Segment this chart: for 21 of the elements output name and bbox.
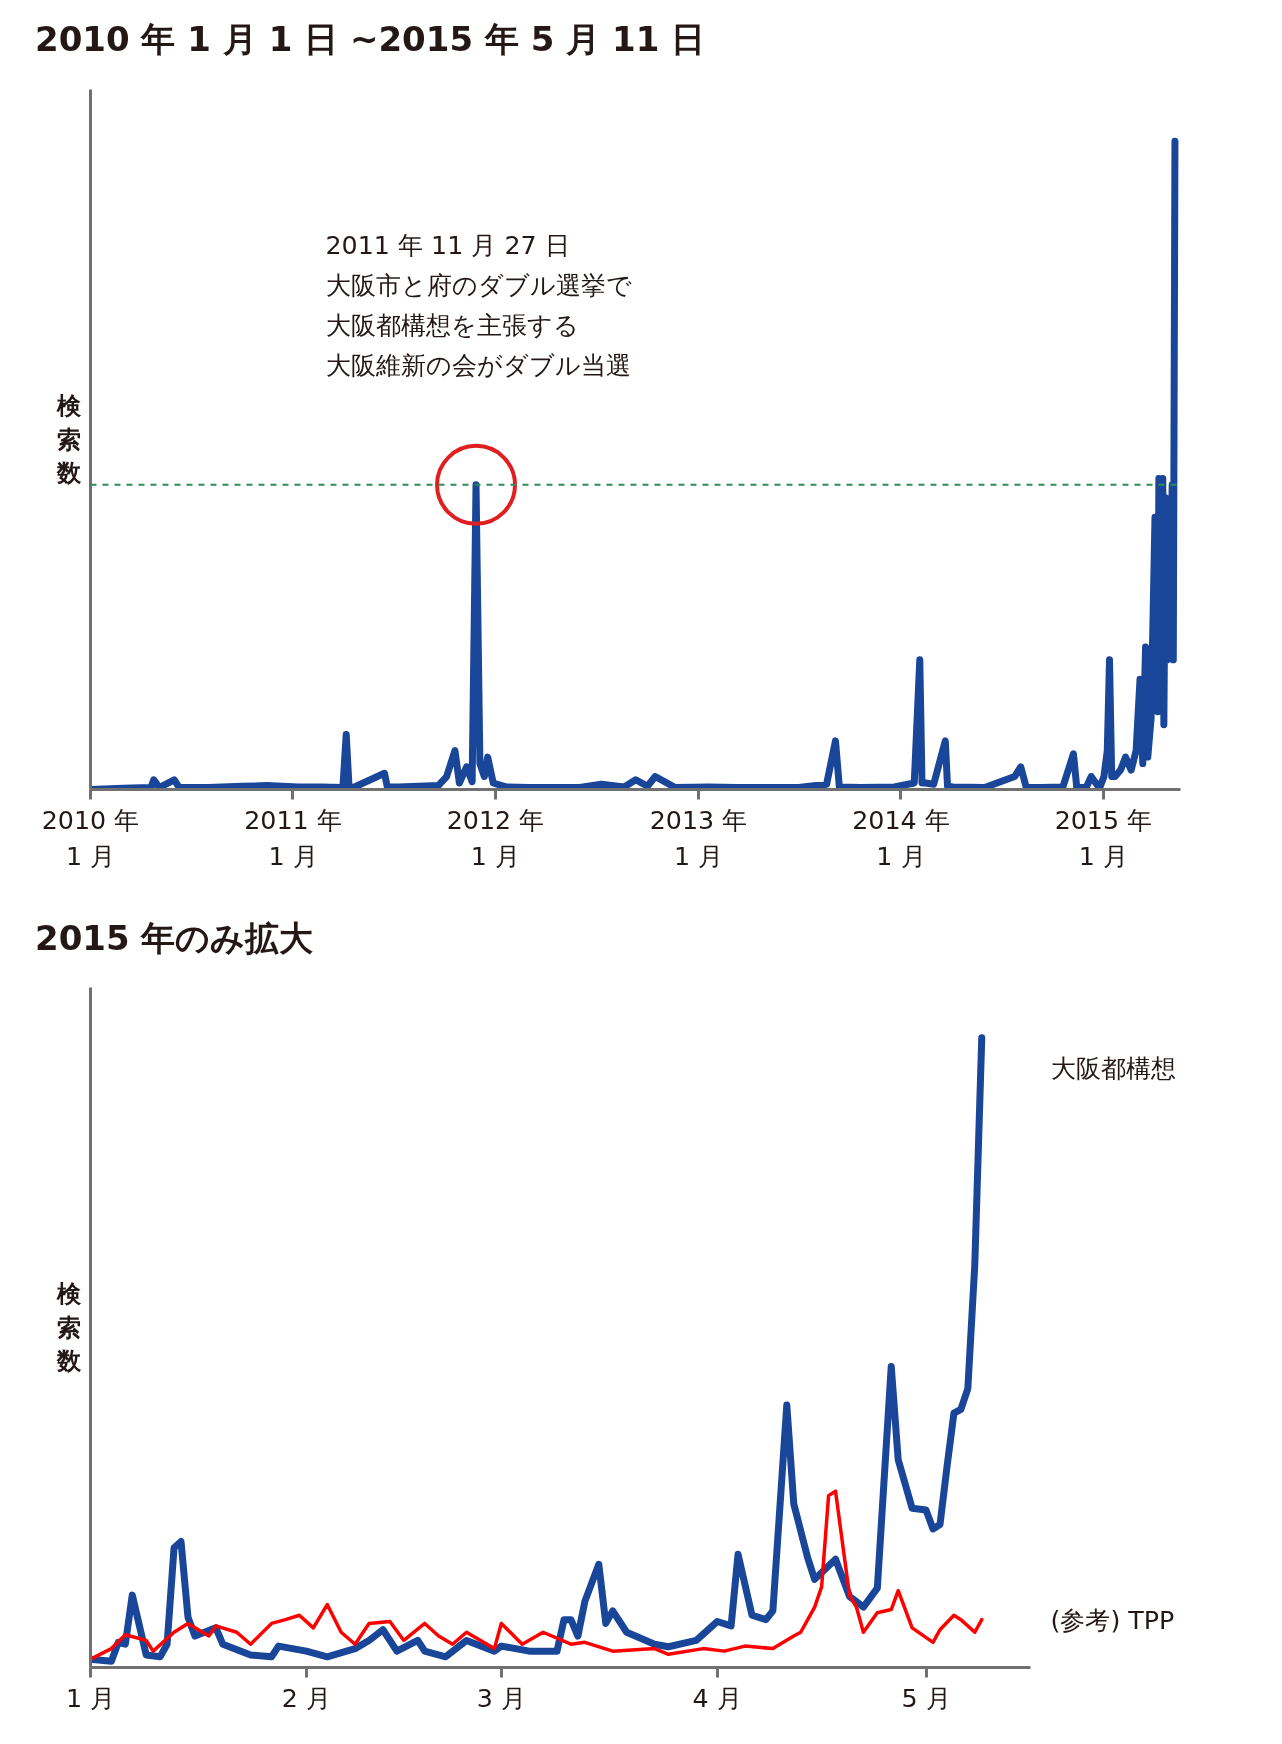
x-tick-label: 5 月	[901, 1682, 951, 1713]
annotation: 大阪都構想を主張する	[325, 309, 579, 340]
x-tick-label: 4 月	[692, 1682, 742, 1713]
text: 大阪都構想	[1050, 1053, 1176, 1083]
x-tick-label: 2010 年 1 月	[41, 804, 140, 871]
x-tick-label: 2012 年 1 月	[446, 804, 545, 871]
y-axis-title: 検索数	[55, 391, 82, 487]
annotation: 大阪維新の会がダブル当選	[325, 349, 631, 380]
x-tick-label: 2 月	[281, 1682, 331, 1713]
annotation: 2011 年 11 月 27 日	[325, 229, 570, 260]
chart-title: 2010 年 1 月 1 日 ~2015 年 5 月 11 日	[35, 18, 706, 61]
x-tick-label: 2015 年 1 月	[1054, 804, 1153, 871]
x-tick-label: 3 月	[476, 1682, 526, 1713]
x-tick-label: 2013 年 1 月	[649, 804, 748, 871]
x-tick-label: 2011 年 1 月	[244, 804, 342, 871]
x-tick-label: 2014 年 1 月	[852, 804, 950, 871]
chart-title: 2015 年のみ拡大	[35, 916, 314, 960]
text: (参考) TPP	[1050, 1604, 1175, 1635]
y-axis-title: 検索数	[55, 1280, 82, 1376]
annotation: 大阪市と府のダブル選挙で	[325, 269, 632, 300]
x-tick-label: 1 月	[65, 1682, 116, 1713]
